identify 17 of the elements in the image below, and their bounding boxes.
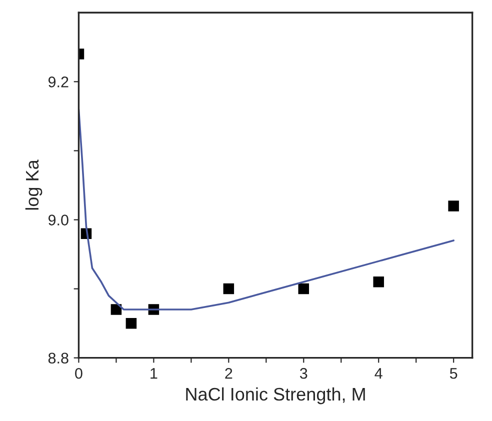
x-tick-label: 4	[374, 368, 382, 379]
y-tick-label: 8.8	[48, 352, 68, 364]
x-axis-title: NaCl Ionic Strength, M	[186, 387, 365, 404]
point	[298, 283, 310, 294]
x-tick-label: 2	[225, 368, 232, 379]
x-tick-label: 0	[75, 368, 82, 379]
y-axis-title: log Ka	[25, 160, 42, 210]
y-tick-label: 9.0	[48, 214, 68, 226]
y-tick-label: 9.2	[48, 76, 68, 88]
x-tick-label: 5	[450, 368, 458, 379]
point	[373, 276, 384, 288]
x-tick-label: 3	[300, 368, 308, 379]
point	[223, 283, 234, 294]
point	[126, 318, 137, 329]
point	[110, 304, 122, 315]
x-tick-label: 1	[150, 368, 158, 379]
point	[448, 200, 459, 212]
